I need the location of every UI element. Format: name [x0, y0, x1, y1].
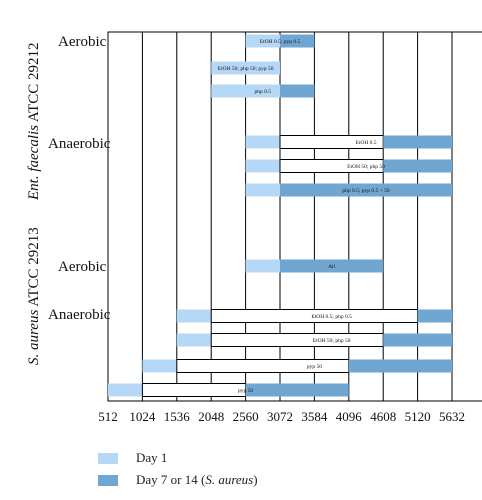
bar-label: EtOH 0.5: [355, 140, 376, 146]
x-tick-label: 1536: [164, 409, 191, 424]
bar-label: pyp 50: [238, 388, 253, 394]
x-tick-label: 5120: [405, 409, 431, 424]
bar-label: php 0.5: [255, 89, 272, 95]
bar-segment-day1: [176, 309, 212, 323]
bar-segment-day1: [176, 333, 212, 347]
bar-segment-day7: [383, 333, 452, 347]
x-tick-label: 4608: [370, 409, 396, 424]
x-tick-label: 1024: [129, 409, 156, 424]
bar-segment-plain: [176, 359, 350, 373]
bar: EtOH 0.5: [245, 135, 452, 149]
bar-label: All: [328, 264, 336, 270]
condition-label-aerobic-2: Aerobic: [58, 259, 107, 275]
bar-segment-day7: [280, 84, 315, 98]
bar: pyp 50: [108, 383, 349, 397]
condition-label-anaerobic-2: Anaerobic: [48, 307, 111, 323]
bar-label: EtOH 0.5; php 0.5: [311, 314, 352, 320]
bar-segment-day7: [245, 383, 349, 397]
bar-segment-day1: [245, 34, 280, 48]
x-tick-label: 3072: [267, 409, 293, 424]
x-tick-label: 5632: [439, 409, 465, 424]
bar-segment-day1: [142, 359, 177, 373]
condition-label-aerobic-1: Aerobic: [58, 34, 107, 50]
group-label-s-aureus: S. aureus ATCC 29213: [26, 227, 42, 365]
legend-item-day1: Day 1: [98, 448, 398, 468]
legend-swatch-day1: [98, 452, 118, 464]
bar-segment-day7: [417, 309, 452, 323]
bar: pyp 50: [142, 359, 452, 373]
bar-segment-day1: [245, 259, 280, 273]
bar-segment-day1: [211, 84, 280, 98]
x-tick-label: 3584: [301, 409, 328, 424]
bar-segment-day7: [348, 359, 452, 373]
bar-label: pyp 50: [307, 364, 322, 370]
bar: EtOH 50; php 50; pyp 50: [211, 61, 280, 75]
bar: EtOH 50; php 50: [245, 159, 452, 173]
condition-label-anaerobic-1: Anaerobic: [48, 136, 111, 152]
bar: EtOH 50; php 50: [176, 333, 452, 347]
x-tick-label: 2048: [198, 409, 224, 424]
bar-segment-day7: [383, 135, 452, 149]
bar: EtOH 0.5; pyp 0.5: [245, 34, 315, 48]
bar-segment-day7: [383, 159, 452, 173]
bar: php 0.5: [211, 84, 315, 98]
bar-label: EtOH 0.5; pyp 0.5: [260, 39, 301, 45]
bar-segment-plain: [210, 333, 384, 347]
x-tick-label: 512: [98, 409, 118, 424]
plot-frame: [107, 31, 482, 402]
bar-segment-plain: [210, 309, 419, 323]
bar-segment-day7: [280, 183, 452, 197]
bar-segment-day7: [280, 34, 315, 48]
bar-label: EtOH 50; php 50; pyp 50: [218, 66, 274, 72]
legend-label-day1: Day 1: [136, 450, 168, 465]
bar: All: [245, 259, 384, 273]
x-tick-label: 2560: [233, 409, 259, 424]
legend-label-day7: Day 7 or 14 (S. aureus): [136, 472, 258, 487]
bar-segment-day1: [245, 135, 280, 149]
bar-segment-day1: [245, 183, 280, 197]
bar: php 0.5; pyp 0.5 + 50: [245, 183, 452, 197]
legend: Day 1 Day 7 or 14 (S. aureus): [98, 448, 398, 492]
bar-segment-day1: [108, 383, 143, 397]
group-label-ent-faecalis: Ent. faecalis ATCC 29212: [26, 42, 42, 201]
bar-label: php 0.5; pyp 0.5 + 50: [342, 188, 390, 194]
bar-label: EtOH 50; php 50: [313, 338, 351, 344]
x-tick-label: 4096: [336, 409, 363, 424]
bar-segment-day1: [245, 159, 280, 173]
bar-label: EtOH 50; php 50: [347, 164, 385, 170]
legend-swatch-day7: [98, 474, 118, 486]
bar-segment-day1: [211, 61, 280, 75]
bar: EtOH 0.5; php 0.5: [176, 309, 452, 323]
bar-segment-day7: [280, 259, 384, 273]
bar-segment-plain: [141, 383, 247, 397]
legend-item-day7: Day 7 or 14 (S. aureus): [98, 470, 398, 490]
